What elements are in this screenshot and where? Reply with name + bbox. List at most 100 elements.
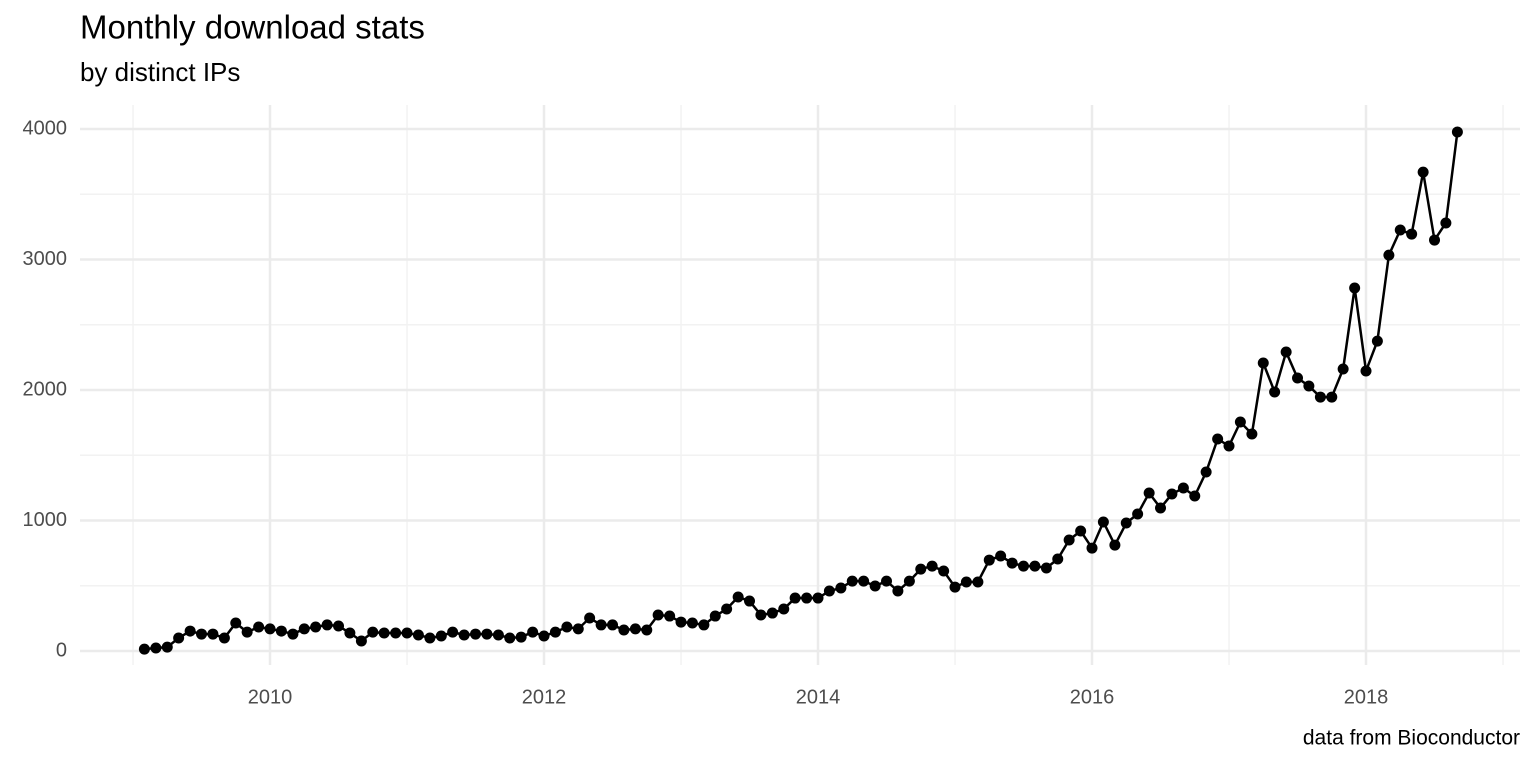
point — [527, 626, 539, 638]
point — [321, 619, 333, 631]
point — [1314, 391, 1326, 403]
point — [447, 626, 459, 638]
point — [1360, 365, 1372, 377]
point — [390, 627, 402, 639]
x-tick-label: 2014 — [796, 686, 841, 708]
point — [1394, 224, 1406, 236]
point — [789, 592, 801, 604]
x-tick-label: 2016 — [1070, 686, 1115, 708]
point — [778, 603, 790, 615]
point — [1212, 433, 1224, 445]
point — [1223, 440, 1235, 452]
point — [1177, 482, 1189, 494]
point — [652, 609, 664, 621]
point — [207, 628, 219, 640]
y-tick-label: 4000 — [23, 117, 68, 139]
y-tick-label: 1000 — [23, 509, 68, 531]
point — [709, 610, 721, 622]
point — [858, 575, 870, 587]
point — [835, 582, 847, 594]
point — [675, 616, 687, 628]
point — [549, 626, 561, 638]
point — [1097, 516, 1109, 528]
point — [983, 554, 995, 566]
chart-subtitle: by distinct IPs — [80, 57, 240, 87]
point — [1109, 539, 1121, 551]
point — [538, 630, 550, 642]
point — [766, 607, 778, 619]
point — [1075, 525, 1087, 537]
point — [595, 619, 607, 631]
point — [344, 627, 356, 639]
point — [355, 635, 367, 647]
point — [686, 617, 698, 629]
point — [1303, 380, 1315, 392]
point — [1006, 557, 1018, 569]
point — [801, 592, 813, 604]
point — [241, 626, 253, 638]
point — [584, 612, 596, 624]
point — [1132, 508, 1144, 520]
point — [333, 620, 345, 632]
point — [1166, 488, 1178, 500]
chart-caption: data from Bioconductor — [1303, 727, 1520, 750]
point — [1063, 534, 1075, 546]
point — [1143, 487, 1155, 499]
point — [938, 565, 950, 577]
point — [1451, 126, 1463, 138]
point — [664, 610, 676, 622]
point — [881, 575, 893, 587]
point — [264, 623, 276, 635]
point — [412, 629, 424, 641]
point — [230, 617, 242, 629]
point — [1371, 335, 1383, 347]
point — [1189, 490, 1201, 502]
x-tick-label: 2010 — [248, 686, 293, 708]
point — [378, 627, 390, 639]
point — [435, 630, 447, 642]
point — [1155, 502, 1167, 514]
point — [287, 628, 299, 640]
point — [1280, 346, 1292, 358]
point — [698, 619, 710, 631]
x-tick-label: 2018 — [1344, 686, 1389, 708]
point — [995, 550, 1007, 562]
point — [949, 581, 961, 593]
point — [618, 624, 630, 636]
y-tick-label: 2000 — [23, 378, 68, 400]
point — [744, 595, 756, 607]
point — [1234, 416, 1246, 428]
point — [926, 560, 938, 572]
point — [1120, 517, 1132, 529]
point — [755, 609, 767, 621]
point — [721, 603, 733, 615]
point — [915, 563, 927, 575]
point — [150, 642, 162, 654]
point — [1029, 560, 1041, 572]
point — [424, 632, 436, 644]
point — [1383, 249, 1395, 261]
point — [607, 619, 619, 631]
point — [275, 625, 287, 637]
point — [1269, 386, 1281, 398]
point — [492, 629, 504, 641]
point — [196, 628, 208, 640]
y-tick-label: 3000 — [23, 248, 68, 270]
point — [1200, 466, 1212, 478]
point — [515, 631, 527, 643]
point — [161, 641, 173, 653]
point — [869, 580, 881, 592]
point — [310, 621, 322, 633]
point — [572, 623, 584, 635]
y-tick-label: 0 — [56, 639, 67, 661]
point — [1040, 562, 1052, 574]
point — [1326, 391, 1338, 403]
point — [732, 591, 744, 603]
point — [1246, 428, 1258, 440]
point — [298, 623, 310, 635]
point — [1406, 228, 1418, 240]
point — [367, 626, 379, 638]
point — [846, 575, 858, 587]
point — [253, 621, 265, 633]
